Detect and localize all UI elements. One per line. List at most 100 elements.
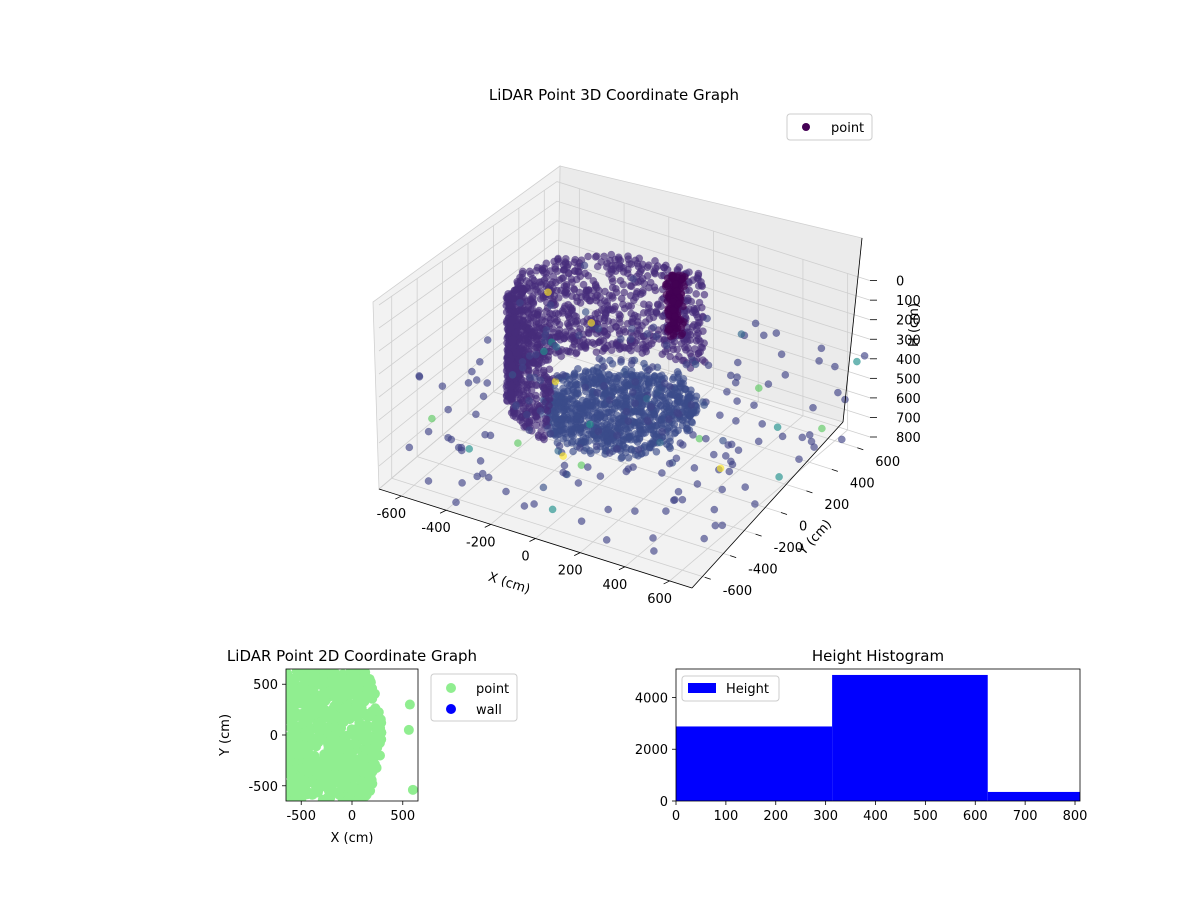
- point-marker: [680, 385, 689, 393]
- point-marker: [638, 340, 647, 349]
- point-marker: [773, 423, 782, 432]
- point-marker: [648, 363, 657, 371]
- point-marker: [561, 287, 570, 296]
- point-marker: [555, 442, 564, 450]
- point-marker: [692, 331, 701, 340]
- point-marker: [721, 452, 730, 460]
- point-marker: [568, 292, 576, 301]
- point-marker: [606, 439, 615, 448]
- point-marker: [667, 271, 676, 280]
- point-marker-2d: [360, 753, 371, 764]
- point-marker: [452, 498, 460, 507]
- point-marker-2d: [287, 733, 298, 744]
- point-marker: [444, 405, 453, 414]
- point-marker: [662, 507, 670, 515]
- point-marker: [754, 437, 763, 446]
- point-marker: [525, 352, 534, 360]
- point-marker: [519, 391, 528, 400]
- plot3d: LiDAR Point 3D Coordinate Graph -600 -400…: [372, 86, 922, 607]
- point-marker-2d: [302, 750, 313, 761]
- histogram-bar: [832, 674, 988, 801]
- point-marker: [837, 435, 846, 444]
- point-marker: [727, 457, 735, 466]
- point-marker: [690, 306, 698, 315]
- histogram-y-tick-label: 0: [660, 795, 668, 810]
- point-marker: [575, 444, 584, 452]
- legend-height-swatch: [688, 683, 716, 693]
- point-marker: [597, 400, 606, 409]
- z-axis-line: [842, 237, 863, 423]
- point-marker: [601, 444, 610, 452]
- point-marker-2d: [286, 672, 294, 683]
- point-marker-2d: [312, 724, 323, 735]
- point-marker: [661, 347, 670, 356]
- point-marker: [671, 280, 680, 288]
- y-tick-label-3d: 600: [875, 455, 900, 470]
- point-marker: [634, 445, 643, 454]
- point-marker: [511, 402, 520, 411]
- histogram-frame: [675, 668, 1081, 802]
- histogram-bars: [676, 674, 1080, 801]
- point-marker: [570, 370, 578, 379]
- point-marker: [719, 436, 727, 445]
- x-tick-label-3d: -200: [466, 535, 496, 550]
- point-marker-2d: [353, 683, 364, 694]
- point-marker: [638, 260, 647, 269]
- point-marker: [581, 269, 590, 278]
- y-tick-label-3d: -600: [723, 584, 753, 599]
- y-axis-label-2d: Y (cm): [218, 714, 233, 757]
- point-marker: [751, 500, 759, 508]
- point-marker: [675, 410, 683, 418]
- point-marker-2d: [290, 791, 301, 801]
- point-marker: [750, 401, 758, 410]
- point-marker-2d: [365, 767, 375, 778]
- point-marker: [650, 547, 658, 555]
- histogram-x-tick-label: 100: [713, 809, 738, 824]
- point-marker: [545, 365, 554, 374]
- point-marker: [724, 441, 733, 449]
- point-marker: [631, 507, 639, 515]
- point-marker: [645, 300, 653, 309]
- point-marker: [608, 283, 617, 292]
- point-marker-2d: [407, 784, 418, 795]
- point-marker: [506, 301, 514, 309]
- point-marker: [725, 467, 734, 476]
- point-marker: [658, 469, 666, 477]
- point-marker: [567, 318, 576, 326]
- point-marker: [608, 359, 617, 368]
- point-marker: [650, 410, 659, 419]
- point-marker: [415, 372, 424, 381]
- point-marker: [601, 344, 609, 353]
- point-marker: [577, 517, 586, 526]
- point-marker: [673, 399, 682, 407]
- point-marker: [464, 379, 473, 387]
- point-marker: [557, 415, 566, 424]
- point-marker: [555, 398, 564, 407]
- point-marker: [618, 441, 627, 449]
- point-marker: [651, 269, 659, 278]
- point-marker: [690, 321, 698, 329]
- point-marker: [777, 350, 786, 359]
- point-marker: [544, 356, 553, 364]
- x-tick-label-2d: 500: [390, 809, 415, 824]
- y-axis-line: [691, 421, 844, 589]
- y-tick-label-3d: 200: [824, 498, 849, 513]
- point-marker: [535, 278, 544, 287]
- point-marker: [524, 315, 532, 324]
- point-marker-2d: [367, 706, 378, 717]
- point-marker: [647, 403, 655, 411]
- point-marker: [508, 370, 517, 379]
- point-marker: [628, 388, 637, 397]
- point-marker: [544, 394, 553, 402]
- point-marker: [559, 371, 567, 379]
- point-marker: [529, 298, 538, 307]
- point-marker: [658, 427, 666, 436]
- point-marker: [602, 409, 610, 417]
- point-marker-2d: [375, 714, 386, 725]
- point-marker: [579, 280, 588, 289]
- point-marker: [595, 314, 604, 323]
- point-marker: [601, 287, 609, 296]
- point-marker: [716, 411, 724, 420]
- point-marker: [607, 416, 615, 424]
- point-marker: [559, 468, 568, 477]
